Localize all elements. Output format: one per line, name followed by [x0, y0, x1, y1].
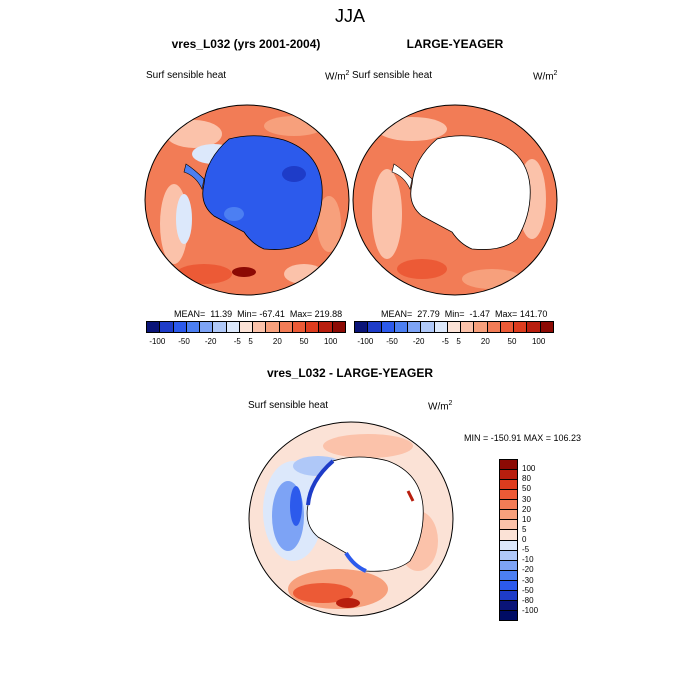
colorbar-swatch: [306, 322, 320, 332]
colorbar-tick-label: 100: [522, 464, 536, 474]
colorbar-swatch: [500, 480, 517, 491]
colorbar-swatch: [332, 322, 345, 332]
right-polar-map: [352, 104, 558, 296]
colorbar-tick-label: 50: [299, 337, 309, 346]
left-colorbar: [146, 321, 346, 333]
colorbar-tick-label: 20: [522, 504, 531, 514]
right-units-label: W/m2: [533, 70, 558, 83]
colorbar-tick-label: -5: [522, 545, 530, 555]
colorbar-tick-label: 100: [323, 337, 338, 346]
colorbar-swatch: [421, 322, 435, 332]
colorbar-tick-label: -20: [522, 565, 534, 575]
colorbar-swatch: [213, 322, 227, 332]
colorbar-tick-label: -20: [204, 337, 217, 346]
colorbar-swatch: [186, 322, 201, 332]
right-panel-title: LARGE-YEAGER: [406, 37, 504, 51]
colorbar-swatch: [408, 322, 422, 332]
colorbar-tick-label: -5: [233, 337, 241, 346]
colorbar-tick-label: -100: [149, 337, 166, 346]
left-units-label: W/m2: [325, 70, 350, 83]
colorbar-swatch: [500, 600, 517, 611]
left-polar-map: [144, 104, 350, 296]
colorbar-tick-label: 5: [522, 524, 527, 534]
colorbar-swatch: [173, 322, 187, 332]
colorbar-swatch: [266, 322, 280, 332]
colorbar-tick-label: -100: [357, 337, 374, 346]
colorbar-tick-label: 100: [531, 337, 546, 346]
colorbar-tick-label: 5: [248, 337, 253, 346]
colorbar-swatch: [500, 530, 517, 541]
diff-colorbar: [499, 459, 518, 621]
colorbar-swatch: [147, 322, 161, 332]
colorbar-swatch: [500, 590, 517, 601]
colorbar-swatch: [381, 322, 395, 332]
diff-panel-title: vres_L032 - LARGE-YEAGER: [266, 366, 434, 380]
left-stats: MEAN= 11.39 Min= -67.41 Max= 219.88: [174, 309, 343, 319]
left-panel-title: vres_L032 (yrs 2001-2004): [171, 37, 321, 51]
colorbar-tick-label: -80: [522, 595, 534, 605]
colorbar-swatch: [500, 540, 517, 551]
colorbar-swatch: [160, 322, 174, 332]
colorbar-swatch: [461, 322, 475, 332]
colorbar-swatch: [500, 520, 517, 531]
colorbar-tick-label: -50: [178, 337, 190, 346]
colorbar-swatch: [540, 322, 553, 332]
diff-stats: MIN = -150.91 MAX = 106.23: [464, 433, 582, 443]
colorbar-swatch: [500, 500, 517, 511]
colorbar-swatch: [279, 322, 293, 332]
diff-units-label: W/m2: [428, 400, 453, 413]
colorbar-swatch: [447, 322, 462, 332]
colorbar-swatch: [500, 322, 515, 332]
diff-polar-map: [248, 421, 454, 617]
colorbar-tick-label: 5: [456, 337, 461, 346]
diff-colorbar-ticks: 100 80 50 30 20 10 5 0 -5 -10 -20 -30 -50 -80 -100: [522, 459, 562, 621]
colorbar-swatch: [368, 322, 382, 332]
colorbar-tick-label: 80: [522, 474, 531, 484]
colorbar-swatch: [239, 322, 254, 332]
colorbar-swatch: [292, 322, 307, 332]
colorbar-tick-label: -5: [441, 337, 449, 346]
colorbar-swatch: [200, 322, 214, 332]
colorbar-tick-label: -30: [522, 575, 534, 585]
colorbar-swatch: [500, 510, 517, 521]
right-stats: MEAN= 27.79 Min= -1.47 Max= 141.70: [381, 309, 548, 319]
colorbar-swatch: [527, 322, 541, 332]
diff-variable-label: Surf sensible heat: [248, 400, 329, 411]
colorbar-tick-label: -20: [412, 337, 425, 346]
colorbar-tick-label: 20: [480, 337, 490, 346]
colorbar-swatch: [500, 570, 517, 581]
colorbar-swatch: [500, 610, 517, 620]
colorbar-swatch: [500, 490, 517, 501]
colorbar-swatch: [500, 460, 517, 471]
colorbar-swatch: [487, 322, 501, 332]
colorbar-swatch: [253, 322, 267, 332]
colorbar-tick-label: -10: [522, 555, 534, 565]
right-colorbar-ticks: -100 -50 -20 -5 5 20 50 100: [354, 337, 554, 349]
colorbar-swatch: [226, 322, 240, 332]
colorbar-swatch: [355, 322, 369, 332]
colorbar-tick-label: 50: [507, 337, 517, 346]
colorbar-swatch: [500, 470, 517, 481]
colorbar-swatch: [500, 580, 517, 591]
colorbar-swatch: [500, 560, 517, 571]
colorbar-tick-label: 30: [522, 494, 531, 504]
colorbar-swatch: [434, 322, 448, 332]
left-colorbar-ticks: -100 -50 -20 -5 5 20 50 100: [146, 337, 346, 349]
colorbar-swatch: [319, 322, 333, 332]
colorbar-tick-label: 0: [522, 535, 527, 544]
right-colorbar: [354, 321, 554, 333]
colorbar-tick-label: 50: [522, 484, 531, 494]
colorbar-swatch: [514, 322, 528, 332]
colorbar-tick-label: -100: [522, 605, 539, 615]
colorbar-swatch: [394, 322, 409, 332]
right-variable-label: Surf sensible heat: [352, 70, 433, 81]
colorbar-tick-label: 20: [272, 337, 282, 346]
figure-title: JJA: [334, 6, 365, 26]
colorbar-swatch: [474, 322, 488, 332]
colorbar-tick-label: -50: [522, 585, 534, 595]
colorbar-tick-label: -50: [386, 337, 398, 346]
left-variable-label: Surf sensible heat: [146, 70, 227, 81]
colorbar-tick-label: 10: [522, 514, 531, 524]
colorbar-swatch: [500, 550, 517, 561]
